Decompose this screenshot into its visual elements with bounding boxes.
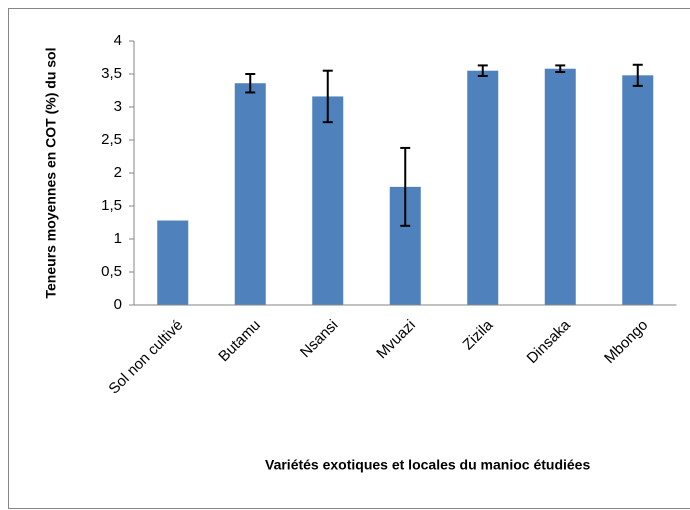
- y-axis-label: Teneurs moyennes en COT (%) du sol: [43, 47, 59, 298]
- error-bar: [322, 69, 333, 124]
- bar: [312, 96, 344, 305]
- error-bar: [477, 64, 488, 77]
- y-tick-label: 2,5: [101, 131, 122, 148]
- bar: [622, 75, 654, 305]
- x-axis-label: Variétés exotiques et locales du manioc …: [265, 457, 590, 473]
- y-tick-label: 0: [114, 296, 122, 313]
- y-tick-label: 3: [114, 98, 122, 115]
- bar: [544, 68, 576, 305]
- y-tick-label: 4: [114, 32, 122, 49]
- y-tick-label: 0,5: [101, 263, 122, 280]
- y-tick-label: 2: [114, 164, 122, 181]
- bar: [467, 70, 499, 305]
- bar: [157, 220, 189, 305]
- error-bar: [555, 64, 566, 74]
- error-bar: [400, 146, 411, 227]
- y-tick-label: 1,5: [101, 197, 122, 214]
- chart-frame: [8, 8, 690, 509]
- y-tick-label: 3,5: [101, 65, 122, 82]
- y-tick-label: 1: [114, 230, 122, 247]
- error-bar: [245, 73, 256, 94]
- bar: [234, 83, 266, 306]
- error-bar: [632, 63, 643, 87]
